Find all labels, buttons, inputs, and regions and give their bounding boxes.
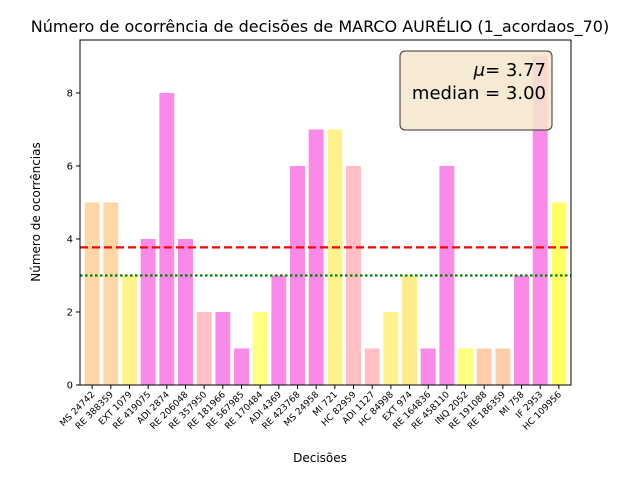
plot-frame [79,39,572,386]
bar-re-567985 [234,348,249,385]
bar-hc-109956 [551,202,567,385]
x-axis-label: Decisões [293,451,347,465]
bar-ms-24958 [308,129,324,385]
bar-re-388359 [103,202,119,385]
bar-ext-1079 [122,275,137,385]
bar-mi-758 [514,275,529,385]
y-axis: 0 2 4 6 8 [67,88,80,392]
y-tick-label: 0 [67,381,73,392]
bar-adi-4369 [271,275,287,385]
bar-re-357950 [196,311,212,385]
bar-re-164836 [420,348,436,385]
bar-if-2953 [532,56,548,386]
svg-text:μ= 3.77: μ= 3.77 [473,60,546,81]
bar-inq-2052 [458,348,473,385]
bar-mi-721 [327,129,343,385]
chart-title: Número de ocorrência de decisões de MARC… [31,17,609,37]
y-tick-label: 6 [67,161,73,172]
reference-lines [80,246,571,277]
mean-text: = 3.77 [485,60,546,81]
bars-group [84,56,567,386]
y-tick-label: 4 [67,234,73,245]
y-axis-label: Número de ocorrências [29,142,43,282]
bar-adi-2874 [159,92,175,385]
stats-box-frame [399,50,553,131]
bar-re-181966 [215,311,231,385]
bar-ms-24742 [84,202,100,385]
y-tick-label: 8 [67,88,73,99]
bar-ext-974 [402,275,417,385]
bar-adi-1127 [364,348,380,385]
median-text: median = 3.00 [412,83,546,104]
mu-symbol: μ [473,60,485,81]
y-tick-label: 2 [67,307,73,318]
bar-re-206048 [178,238,193,385]
bar-re-170484 [252,311,268,385]
bar-hc-82959 [346,165,361,385]
bar-re-186359 [495,348,511,385]
stats-box: μ= 3.77 median = 3.00 [399,50,553,131]
bar-hc-84998 [383,311,399,385]
bar-re-191088 [476,348,492,385]
bar-re-419075 [140,238,156,385]
